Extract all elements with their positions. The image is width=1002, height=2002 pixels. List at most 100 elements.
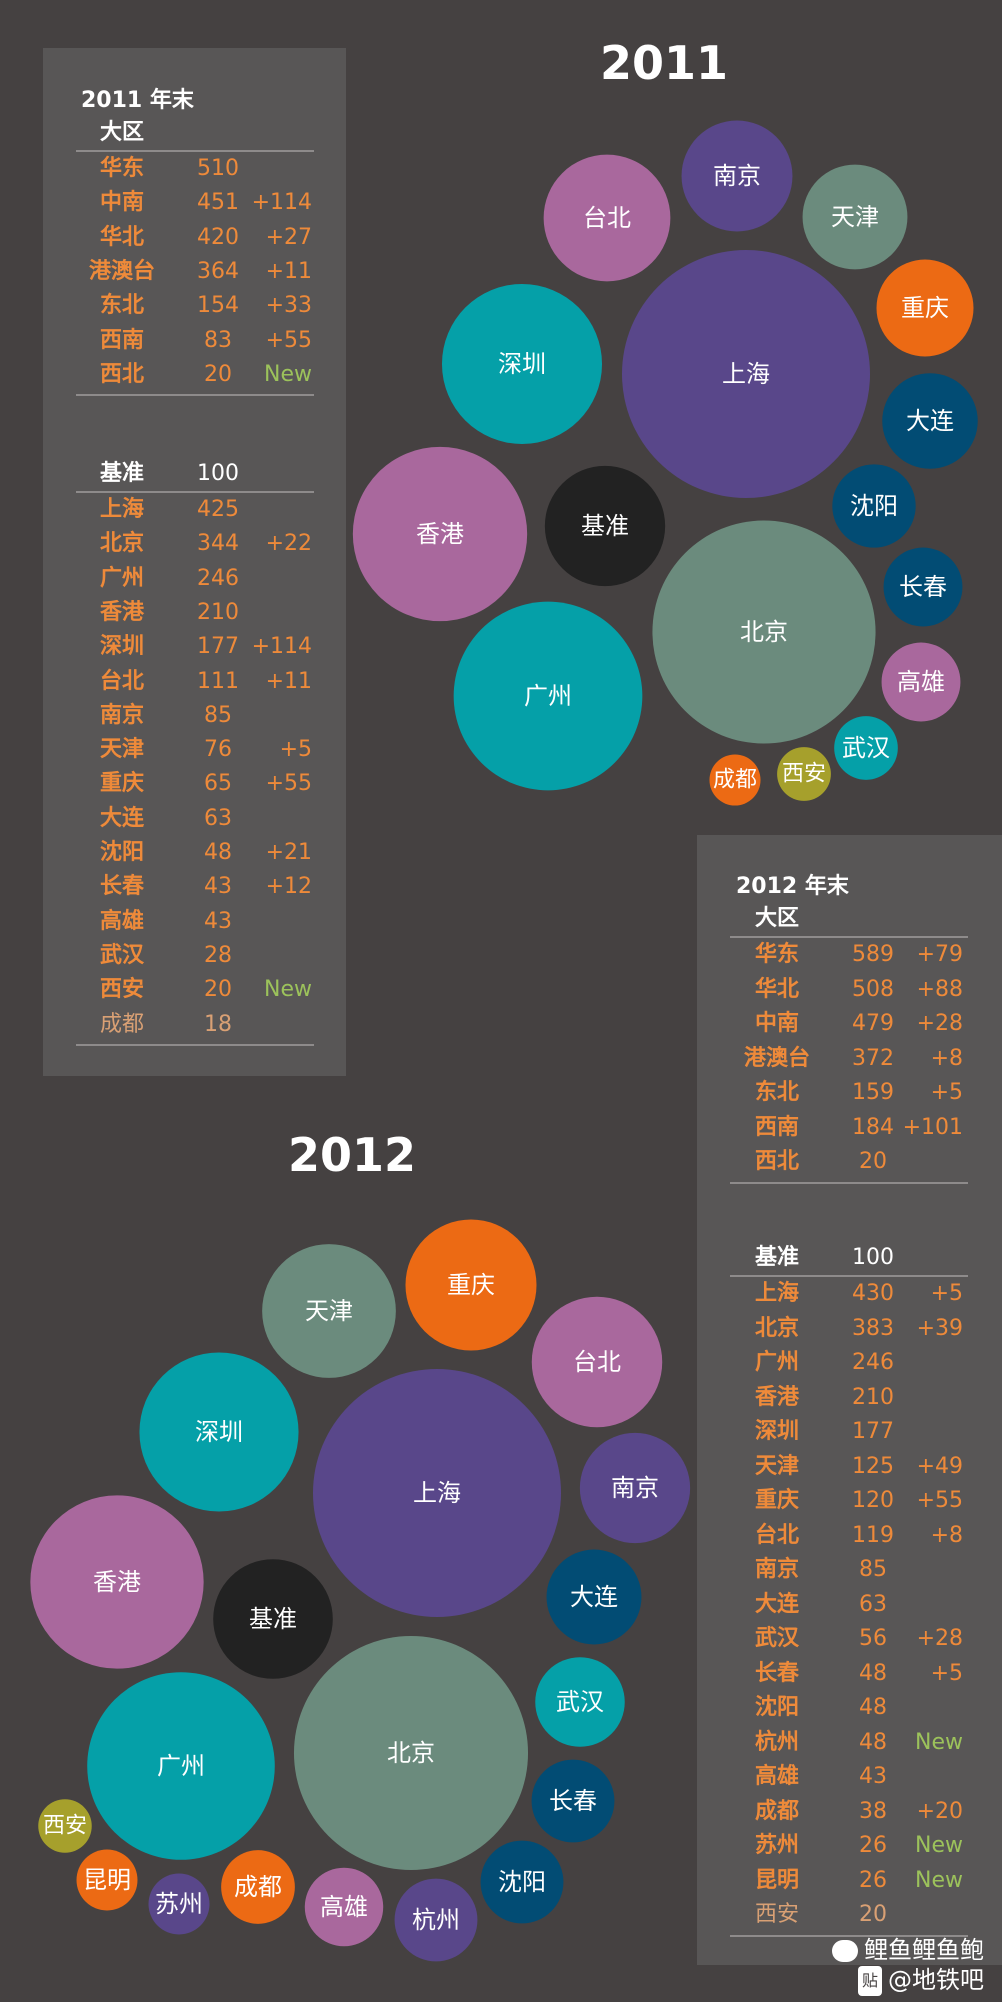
table-row: 北京 344 +22 — [82, 528, 312, 560]
row-name: 大区 — [754, 906, 799, 931]
row-name: 港澳台 — [743, 1045, 810, 1071]
table-row: 高雄 43 — [737, 1761, 963, 1793]
bubble-circle — [441, 283, 603, 445]
row-name: 武汉 — [99, 942, 144, 968]
row-name: 长春 — [99, 874, 144, 900]
row-value: 48 — [859, 1729, 887, 1755]
table-row: 沈阳 48 — [737, 1692, 963, 1724]
bubble-高雄: 高雄 — [881, 642, 961, 722]
bubble-大连: 大连 — [882, 373, 978, 469]
bubble-circle — [394, 1878, 478, 1962]
row-delta: +11 — [265, 258, 312, 284]
bubble-label: 成都 — [234, 1873, 282, 1901]
row-value: 43 — [859, 1764, 887, 1789]
table-row: 成都 18 — [82, 1009, 312, 1041]
row-value: 120 — [852, 1488, 894, 1513]
bubble-重庆: 重庆 — [876, 259, 974, 357]
row-delta: +114 — [251, 190, 312, 216]
table-divider — [730, 1934, 968, 1937]
row-name: 台北 — [99, 668, 144, 694]
row-delta: +28 — [916, 1626, 963, 1651]
row-value: 100 — [852, 1245, 894, 1270]
table-row: 上海 430 +5 — [737, 1278, 963, 1310]
bubble-circle — [579, 1432, 691, 1544]
row-value: 184 — [852, 1114, 894, 1140]
bubble-label: 北京 — [740, 618, 788, 646]
bubble-label: 昆明 — [83, 1866, 131, 1894]
table-row: 长春 43 +12 — [82, 871, 312, 903]
row-value: 63 — [859, 1591, 887, 1617]
bubble-circle — [480, 1840, 564, 1924]
bubble-label: 北京 — [387, 1739, 435, 1767]
bubble-成都: 成都 — [221, 1850, 295, 1924]
bubble-深圳: 深圳 — [441, 283, 603, 445]
row-value: 20 — [859, 1902, 887, 1927]
bubble-基准: 基准 — [544, 465, 666, 587]
row-name: 广州 — [99, 565, 144, 591]
row-value: 83 — [204, 327, 232, 353]
bubble-circle — [38, 1799, 92, 1853]
row-value: 26 — [859, 1867, 887, 1893]
bubble-西安: 西安 — [777, 747, 831, 801]
bubble-沈阳: 沈阳 — [832, 464, 916, 548]
table-row: 西安 20 New — [82, 974, 312, 1006]
row-value: 246 — [197, 565, 239, 591]
row-delta: +55 — [265, 327, 312, 353]
bubble-label: 深圳 — [498, 350, 546, 378]
table-row: 广州 246 — [737, 1347, 963, 1379]
bubble-西安: 西安 — [38, 1799, 92, 1853]
bubble-circle — [802, 164, 908, 270]
row-value: 344 — [197, 531, 239, 557]
row-name: 杭州 — [754, 1729, 799, 1755]
table-divider — [76, 150, 314, 152]
row-delta: +55 — [916, 1488, 963, 1513]
table-row: 广州 246 — [82, 563, 312, 595]
table-row: 长春 48 +5 — [737, 1658, 963, 1690]
bubble-武汉: 武汉 — [834, 716, 898, 780]
row-name: 西安 — [754, 1902, 799, 1927]
row-delta: +5 — [930, 1080, 963, 1105]
row-delta: +8 — [930, 1045, 963, 1071]
table-row: 武汉 56 +28 — [737, 1623, 963, 1655]
bubble-武汉: 武汉 — [535, 1657, 625, 1747]
row-name: 华东 — [754, 942, 799, 967]
wechat-icon — [832, 1940, 858, 1962]
row-value: 372 — [852, 1045, 894, 1071]
bubble-circle — [262, 1244, 396, 1378]
bubble-circle — [681, 120, 793, 232]
row-value: 451 — [197, 190, 239, 216]
row-value: 177 — [197, 634, 239, 660]
bubble-昆明: 昆明 — [76, 1849, 138, 1911]
table-row: 大区 — [737, 903, 963, 935]
stats-title-2011: 2011 年末 — [81, 88, 194, 113]
table-row: 西安 20 — [737, 1899, 963, 1931]
bubble-label: 大连 — [570, 1583, 618, 1611]
table-row: 重庆 65 +55 — [82, 768, 312, 800]
row-delta: +27 — [265, 224, 312, 250]
table-row: 沈阳 48 +21 — [82, 837, 312, 869]
table-divider — [730, 1181, 968, 1184]
row-name: 华东 — [99, 156, 144, 181]
bubble-label: 长春 — [899, 573, 947, 601]
bubble-label: 重庆 — [901, 294, 949, 322]
row-name: 天津 — [754, 1453, 799, 1479]
row-name: 广州 — [754, 1350, 799, 1375]
row-name: 北京 — [99, 531, 144, 557]
table-row: 大连 63 — [82, 803, 312, 835]
bubble-label: 成都 — [713, 768, 757, 793]
table-divider — [76, 394, 314, 397]
bubble-label: 天津 — [305, 1297, 353, 1325]
bubble-上海: 上海 — [622, 250, 870, 498]
row-delta: New — [264, 977, 312, 1003]
row-name: 港澳台 — [88, 258, 155, 284]
row-value: 210 — [852, 1384, 894, 1410]
table-row: 台北 111 +11 — [82, 666, 312, 698]
bubble-circle — [221, 1850, 295, 1924]
table-row: 华东 510 — [82, 153, 312, 185]
row-delta: +5 — [930, 1281, 963, 1306]
row-value: 76 — [204, 737, 232, 763]
row-value: 177 — [852, 1419, 894, 1444]
